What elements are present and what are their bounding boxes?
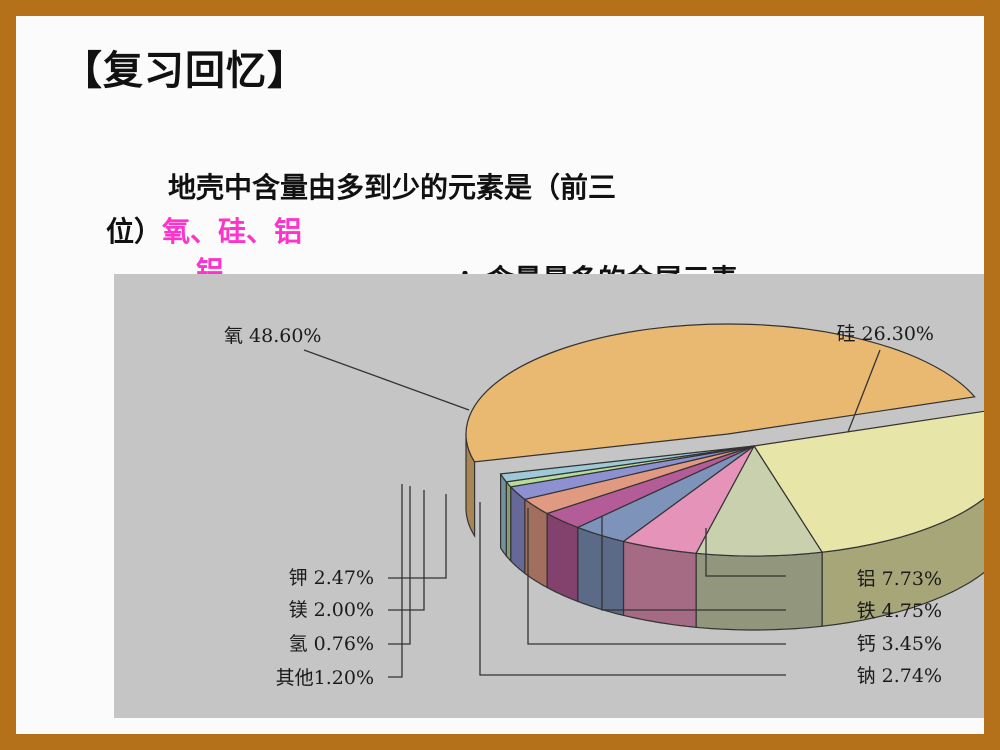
slice-label-钾: 钾 2.47% xyxy=(289,567,374,589)
pie-side-3-0 xyxy=(622,540,697,628)
slice-label-钙: 钙 3.45% xyxy=(857,633,942,655)
leader-line-氧 xyxy=(303,349,470,411)
question-line-2: 位）氧、硅、铝 xyxy=(106,210,302,254)
pie-side-4-0 xyxy=(577,526,625,617)
question-prefix: 位） xyxy=(106,215,163,248)
leader-line-钙 xyxy=(527,508,786,645)
pie-chart: 氧 48.60% 硅 26.30% 铝 7.73% 铁 4.75% 钙 3.45% 钠 2… xyxy=(224,323,984,689)
slice-label-镁: 镁 2.00% xyxy=(289,599,374,621)
leader-line-硅 xyxy=(847,349,881,433)
pie-tops xyxy=(465,323,984,557)
pie-slice-铝 xyxy=(695,444,824,557)
question-line-1: 地壳中含量由多到少的元素是（前三 xyxy=(168,171,617,204)
leader-line-铝 xyxy=(705,528,786,577)
pie-side-5-0 xyxy=(546,512,579,603)
pie-chart-panel: 氧 48.60% 硅 26.30% 铝 7.73% 铁 4.75% 钙 3.45% 钠 2… xyxy=(114,274,984,718)
slice-label-氢: 氢 0.76% xyxy=(289,633,374,655)
leader-line-其他 xyxy=(388,484,403,678)
leader-line-钾 xyxy=(388,494,447,579)
leader-line-铁 xyxy=(601,516,786,611)
pie-labels: 氧 48.60% 硅 26.30% 铝 7.73% 铁 4.75% 钙 3.45% 钠 2… xyxy=(224,323,942,689)
pie-slice-硅 xyxy=(752,410,984,553)
pie-slice-氧 xyxy=(465,323,976,463)
pie-side-9-0 xyxy=(500,473,507,558)
slice-label-铝: 铝 7.73% xyxy=(857,568,942,590)
pie-slice-其他 xyxy=(499,445,755,483)
leader-line-氢 xyxy=(388,486,411,645)
pie-side-8-0 xyxy=(505,480,512,563)
pie-side-2-0 xyxy=(695,551,823,631)
slice-label-硅: 硅 26.30% xyxy=(837,323,935,345)
slice-label-铁: 铁 4.75% xyxy=(857,600,942,622)
leader-line-镁 xyxy=(388,490,425,611)
pie-sides xyxy=(465,434,984,631)
slide-title: 【复习回忆】 xyxy=(62,48,308,94)
slice-label-钠: 钠 2.74% xyxy=(857,665,942,687)
slice-label-其他: 其他1.20% xyxy=(276,667,374,689)
answer-top-three: 氧、硅、铝 xyxy=(162,215,303,248)
pie-side-7-0 xyxy=(510,485,526,575)
slice-label-氧: 氧 48.60% xyxy=(224,325,322,347)
leader-line-钠 xyxy=(479,502,786,676)
